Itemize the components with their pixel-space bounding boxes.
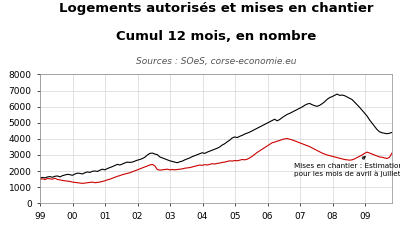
Text: Mises en chantier : Estimation
pour les mois de avril à juillet: Mises en chantier : Estimation pour les … — [294, 156, 400, 177]
Text: Logements autorisés et mises en chantier: Logements autorisés et mises en chantier — [59, 2, 373, 15]
Text: Cumul 12 mois, en nombre: Cumul 12 mois, en nombre — [116, 30, 316, 43]
Legend: Autorisations, Mises en chantier: Autorisations, Mises en chantier — [100, 245, 332, 248]
Text: Sources : SOeS, corse-economie.eu: Sources : SOeS, corse-economie.eu — [136, 57, 296, 66]
